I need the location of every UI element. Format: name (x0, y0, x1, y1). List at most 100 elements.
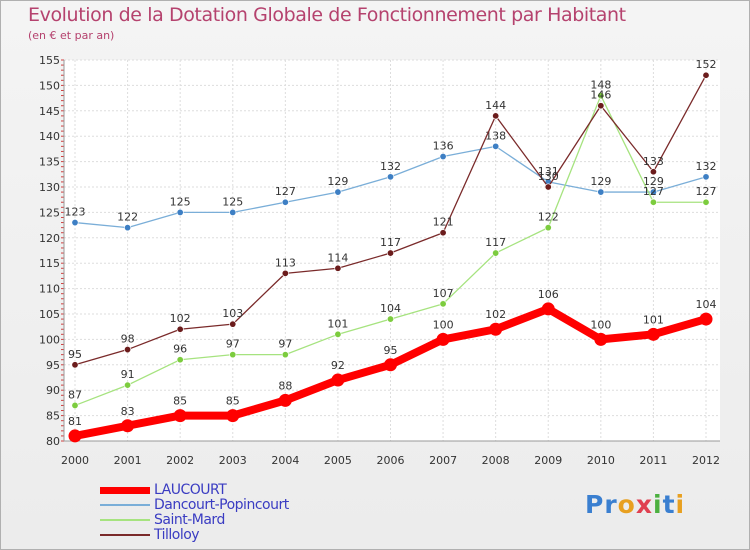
legend-label: Saint-Mard (154, 512, 225, 528)
data-label: 81 (68, 415, 82, 428)
x-tick-label: 2002 (166, 454, 194, 467)
data-point (386, 173, 394, 181)
data-label: 129 (327, 175, 348, 188)
y-tick-label: 115 (39, 257, 60, 270)
y-tick-label: 140 (39, 130, 60, 143)
data-point (649, 168, 657, 176)
y-tick-label: 110 (39, 283, 60, 296)
y-tick-label: 145 (39, 105, 60, 118)
data-point (597, 188, 605, 196)
data-point (386, 315, 394, 323)
data-label: 95 (384, 344, 398, 357)
data-label: 122 (538, 211, 559, 224)
data-point (124, 346, 132, 354)
data-label: 125 (170, 195, 191, 208)
x-tick-label: 2010 (587, 454, 615, 467)
data-label: 132 (696, 160, 717, 173)
data-label: 97 (278, 338, 292, 351)
data-label: 133 (643, 155, 664, 168)
data-point (278, 393, 292, 407)
data-point (68, 429, 82, 443)
y-tick-label: 90 (46, 384, 60, 397)
data-label: 87 (68, 388, 82, 401)
data-point (646, 327, 660, 341)
data-label: 104 (380, 302, 401, 315)
data-label: 88 (278, 379, 292, 392)
data-point (173, 409, 187, 423)
data-label: 95 (68, 348, 82, 361)
data-label: 102 (485, 308, 506, 321)
x-tick-label: 2007 (429, 454, 457, 467)
data-label: 125 (222, 195, 243, 208)
x-tick-label: 2011 (639, 454, 667, 467)
data-label: 85 (226, 395, 240, 408)
chart-title: Evolution de la Dotation Globale de Fonc… (28, 4, 626, 26)
data-point (229, 351, 237, 359)
data-point (229, 208, 237, 216)
data-label: 101 (643, 313, 664, 326)
legend-swatch (100, 519, 150, 521)
data-label: 131 (538, 165, 559, 178)
data-point (597, 102, 605, 110)
data-label: 96 (173, 343, 187, 356)
x-tick-label: 2009 (534, 454, 562, 467)
y-tick-label: 135 (39, 156, 60, 169)
x-tick-label: 2001 (114, 454, 142, 467)
data-label: 138 (485, 129, 506, 142)
x-tick-label: 2003 (219, 454, 247, 467)
chart-subtitle: (en € et par an) (28, 29, 115, 42)
data-label: 91 (121, 368, 135, 381)
data-label: 102 (170, 312, 191, 325)
x-tick-label: 2005 (324, 454, 352, 467)
data-point (334, 188, 342, 196)
data-point (492, 142, 500, 150)
data-point (176, 208, 184, 216)
data-point (544, 183, 552, 191)
x-tick-label: 2004 (271, 454, 299, 467)
data-label: 129 (643, 175, 664, 188)
x-tick-label: 2000 (61, 454, 89, 467)
data-point (226, 409, 240, 423)
proxiti-logo: Proxiti (585, 490, 686, 519)
y-tick-label: 155 (39, 54, 60, 67)
legend-label: Tilloloy (154, 527, 200, 543)
data-label: 100 (433, 318, 454, 331)
data-point (121, 419, 135, 433)
data-point (702, 71, 710, 79)
data-point (439, 229, 447, 237)
data-label: 117 (380, 236, 401, 249)
data-label: 129 (590, 175, 611, 188)
legend-label: Dancourt-Popincourt (154, 497, 289, 513)
data-label: 122 (117, 211, 138, 224)
data-point (439, 300, 447, 308)
y-tick-label: 125 (39, 206, 60, 219)
data-label: 100 (590, 318, 611, 331)
data-point (124, 224, 132, 232)
data-point (331, 373, 345, 387)
data-label: 148 (590, 79, 611, 92)
data-label: 103 (222, 307, 243, 320)
data-label: 113 (275, 256, 296, 269)
data-point (541, 302, 555, 316)
data-label: 136 (433, 140, 454, 153)
data-point (439, 153, 447, 161)
data-point (71, 219, 79, 227)
data-point (176, 356, 184, 364)
data-point (334, 264, 342, 272)
data-point (281, 351, 289, 359)
data-label: 132 (380, 160, 401, 173)
data-point (386, 249, 394, 257)
data-label: 127 (275, 185, 296, 198)
data-label: 114 (327, 251, 348, 264)
x-tick-label: 2006 (377, 454, 405, 467)
data-point (594, 332, 608, 346)
data-label: 83 (121, 405, 135, 418)
data-point (384, 358, 397, 372)
data-label: 101 (327, 317, 348, 330)
data-point (71, 401, 79, 409)
data-point (436, 332, 450, 346)
y-tick-label: 100 (39, 333, 60, 346)
data-point (176, 325, 184, 333)
data-point (649, 188, 657, 196)
